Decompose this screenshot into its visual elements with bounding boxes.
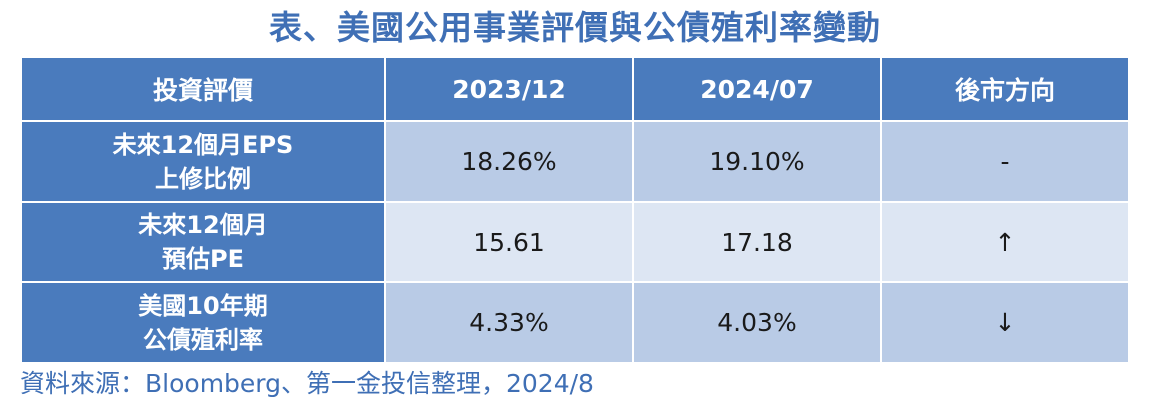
row-label-forward-pe: 未來12個月 預估PE: [20, 200, 386, 284]
row-label-line: 未來12個月EPS: [112, 130, 294, 159]
cell-2024-07: 4.03%: [632, 281, 882, 364]
cell-2024-07: 17.18: [632, 200, 882, 284]
cell-outlook: -: [880, 120, 1130, 203]
source-note: 資料來源：Bloomberg、第一金投信整理，2024/8: [20, 369, 594, 398]
cell-outlook: ↑: [880, 200, 1130, 284]
header-2024-07: 2024/07: [632, 55, 882, 123]
cell-2024-07: 19.10%: [632, 120, 882, 203]
table-title: 表、美國公用事業評價與公債殖利率變動: [269, 8, 881, 47]
cell-2023-12: 15.61: [384, 200, 634, 284]
cell-2023-12: 18.26%: [384, 120, 634, 203]
row-label-line: 預估PE: [162, 245, 244, 274]
header-outlook: 後市方向: [880, 55, 1130, 123]
table-row: 未來12個月EPS 上修比例 18.26% 19.10% -: [20, 120, 1130, 203]
row-label-line: 公債殖利率: [143, 325, 263, 354]
valuation-table: 投資評價 2023/12 2024/07 後市方向 未來12個月EPS 上修比例…: [20, 55, 1130, 364]
cell-2023-12: 4.33%: [384, 281, 634, 364]
table-header-row: 投資評價 2023/12 2024/07 後市方向: [20, 55, 1130, 123]
row-label-line: 美國10年期: [138, 291, 268, 320]
row-label-10y-yield: 美國10年期 公債殖利率: [20, 281, 386, 364]
row-label-line: 未來12個月: [138, 211, 268, 240]
table-row: 未來12個月 預估PE 15.61 17.18 ↑: [20, 200, 1130, 284]
row-label-line: 上修比例: [155, 164, 251, 193]
row-label-eps-revision: 未來12個月EPS 上修比例: [20, 120, 386, 203]
table-row: 美國10年期 公債殖利率 4.33% 4.03% ↓: [20, 281, 1130, 364]
header-2023-12: 2023/12: [384, 55, 634, 123]
cell-outlook: ↓: [880, 281, 1130, 364]
header-valuation: 投資評價: [20, 55, 386, 123]
